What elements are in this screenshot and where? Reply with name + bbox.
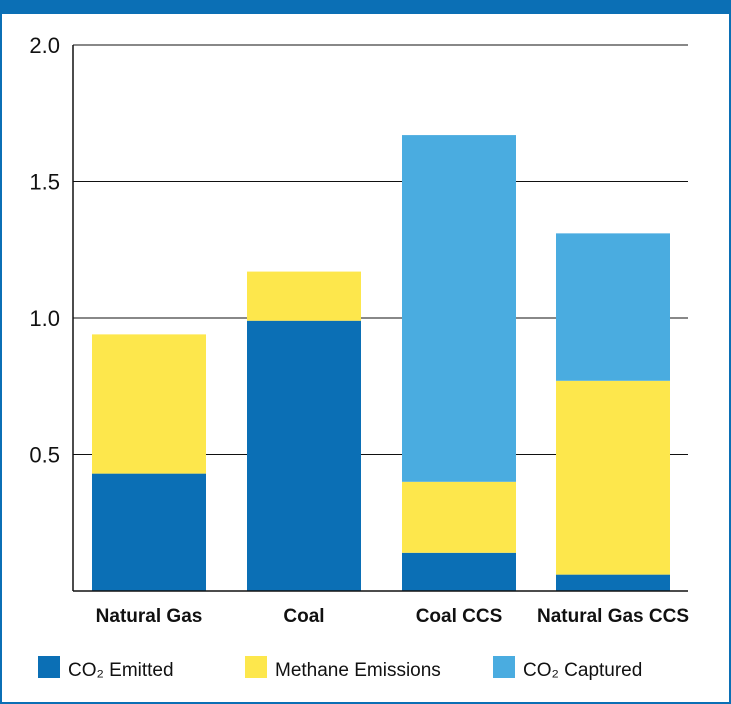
- x-category-labels: Natural Gas Coal Coal CCS Natural Gas CCS: [96, 606, 689, 627]
- legend: CO₂ Emitted Methane Emissions CO₂ Captured: [38, 656, 642, 681]
- bar-segment: [402, 552, 516, 591]
- bar-segment: [92, 473, 206, 591]
- bar-segment: [247, 320, 361, 591]
- bar-segment: [402, 135, 516, 482]
- bar-segment: [556, 380, 670, 575]
- bar-segment: [402, 481, 516, 553]
- bar-segment: [247, 271, 361, 321]
- bar-segment: [92, 334, 206, 474]
- legend-label: Methane Emissions: [275, 660, 441, 681]
- y-tick-label: 1.0: [29, 306, 60, 331]
- y-tick-labels: 0.5 1.0 1.5 2.0: [29, 33, 60, 468]
- y-tick-label: 0.5: [29, 443, 60, 468]
- x-category-label: Coal CCS: [416, 606, 503, 627]
- legend-swatch: [493, 656, 515, 678]
- bar-segment: [556, 574, 670, 591]
- legend-swatch: [38, 656, 60, 678]
- x-category-label: Natural Gas: [96, 606, 203, 627]
- legend-swatch: [245, 656, 267, 678]
- legend-item: CO₂ Captured: [493, 656, 642, 681]
- x-category-label: Natural Gas CCS: [537, 606, 689, 627]
- bar-segment: [556, 233, 670, 381]
- bars: [92, 135, 670, 591]
- legend-label: CO₂ Captured: [523, 660, 642, 681]
- y-tick-label: 1.5: [29, 170, 60, 195]
- axes: [72, 45, 688, 592]
- legend-item: CO₂ Emitted: [38, 656, 174, 681]
- legend-item: Methane Emissions: [245, 656, 441, 681]
- x-category-label: Coal: [283, 606, 324, 627]
- legend-label: CO₂ Emitted: [68, 660, 174, 681]
- y-tick-label: 2.0: [29, 33, 60, 58]
